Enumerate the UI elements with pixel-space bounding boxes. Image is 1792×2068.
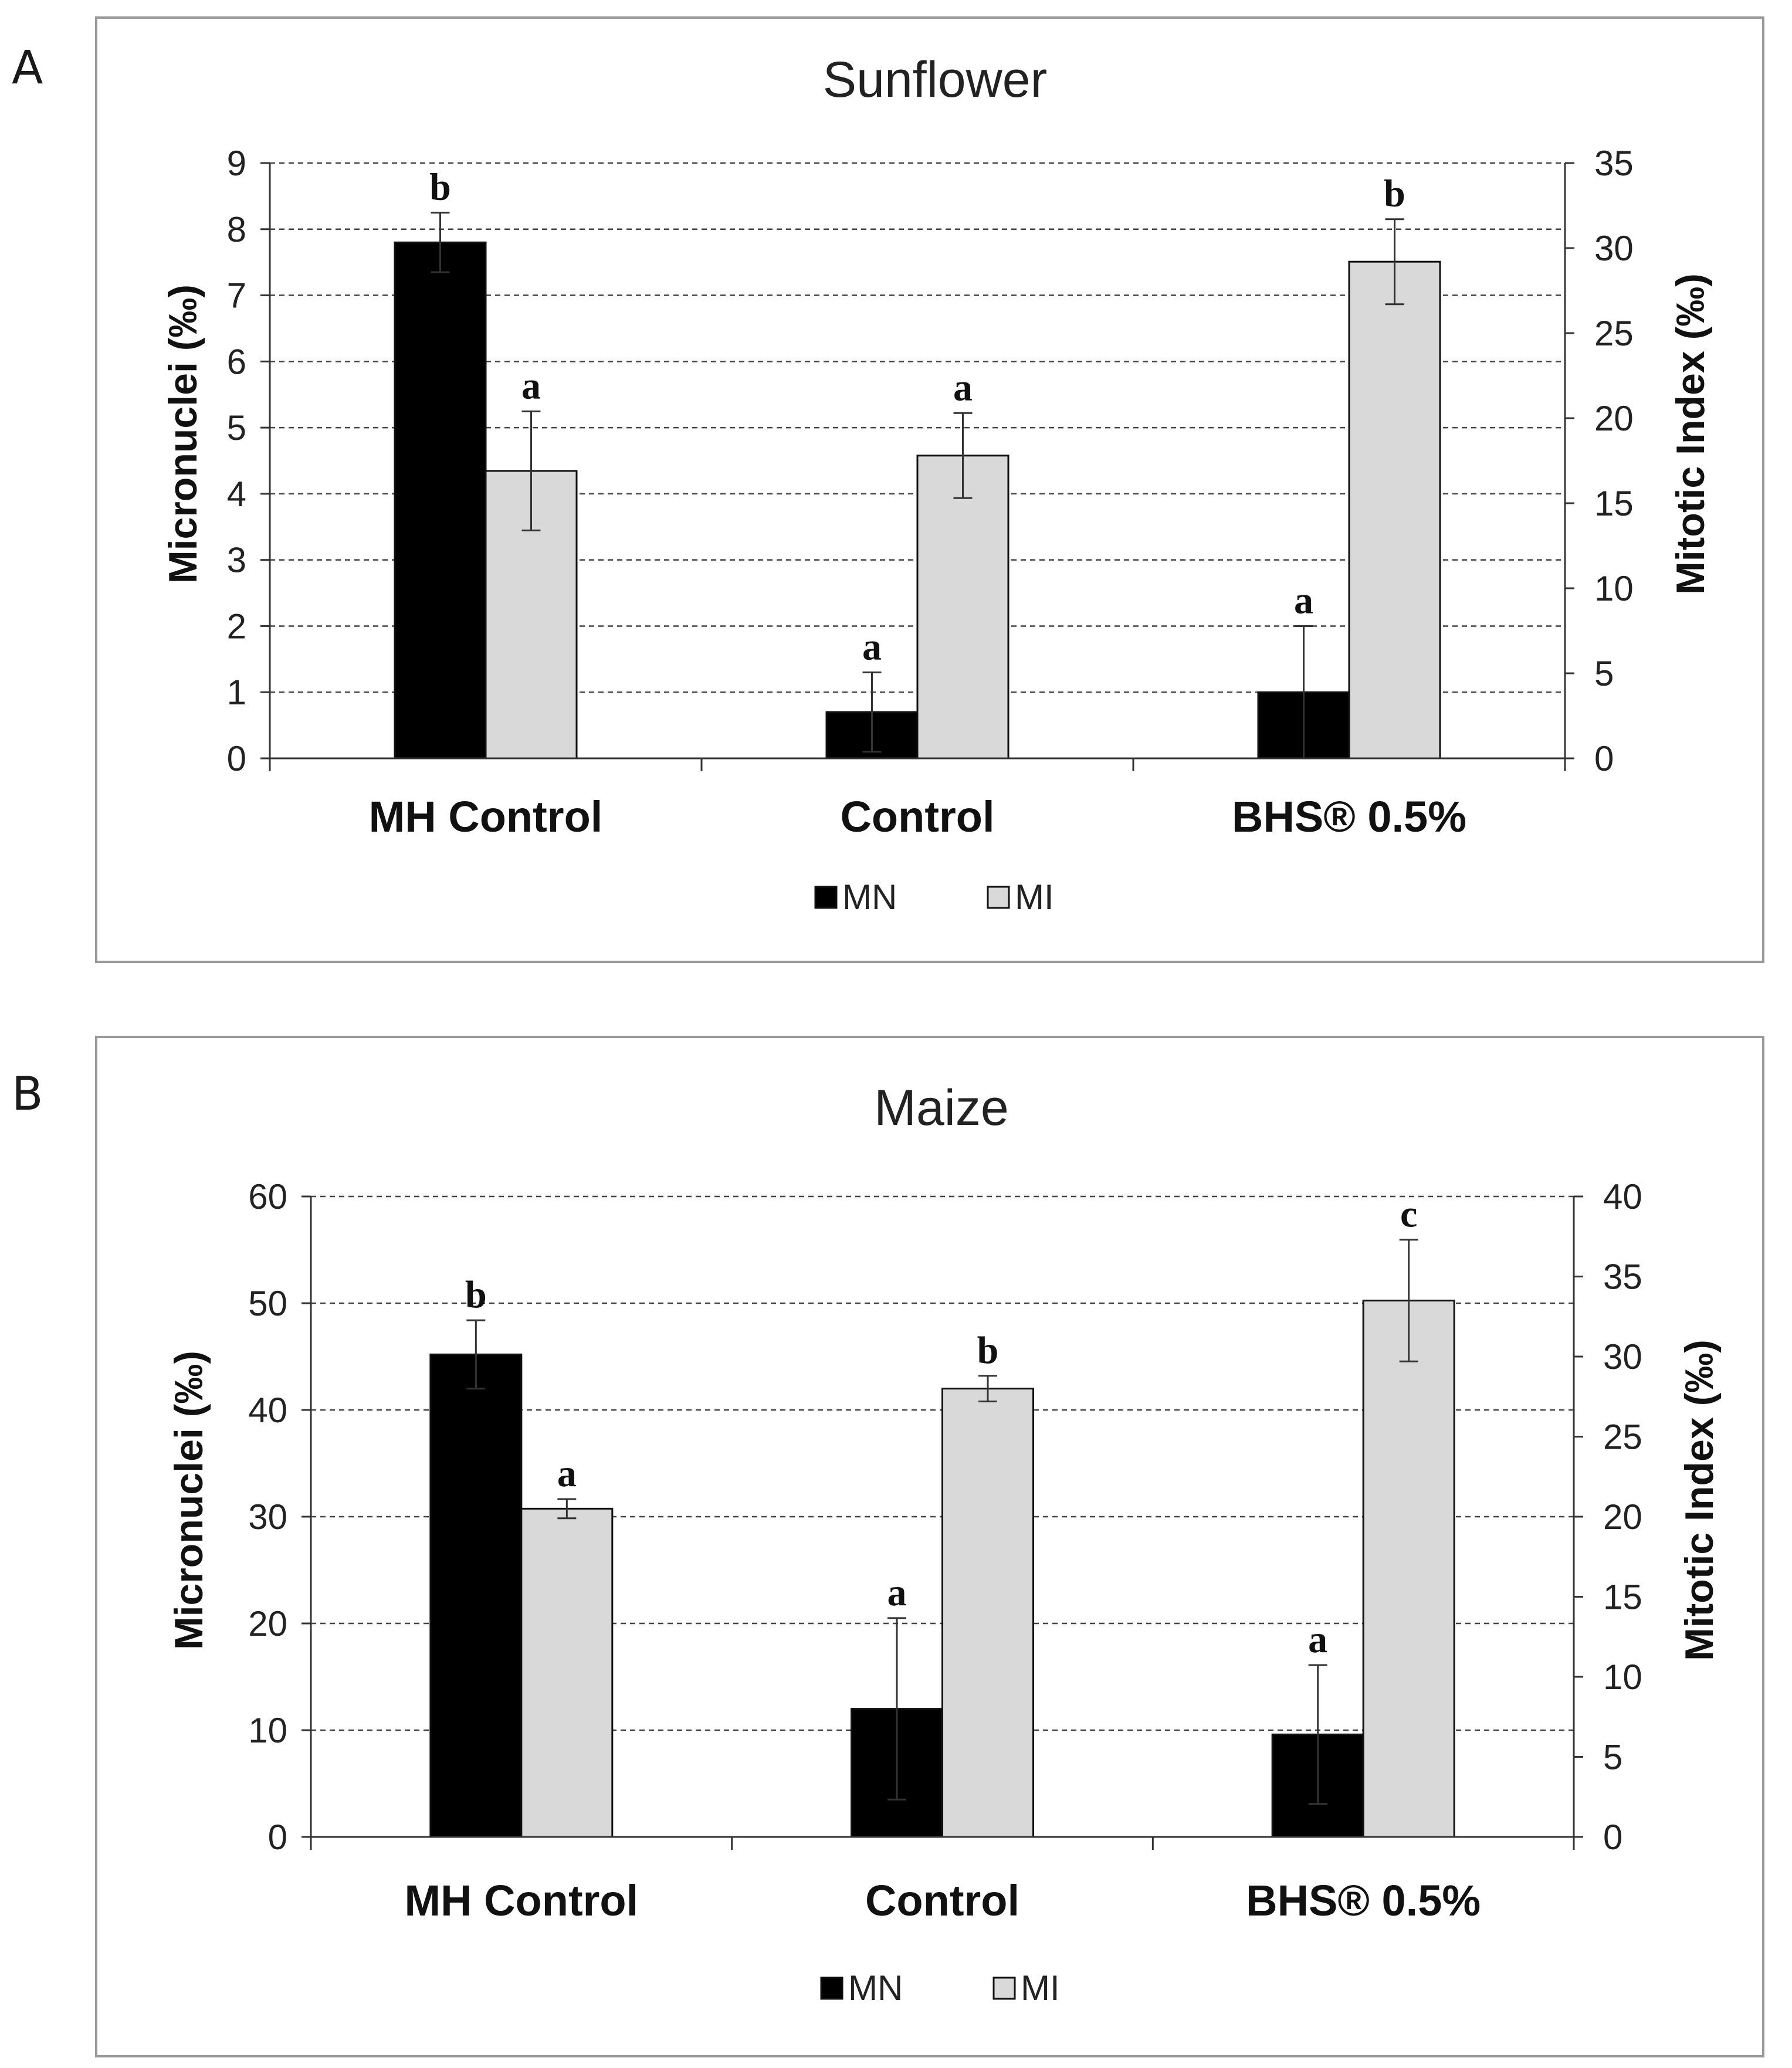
panel-a-legend-mn-label: MN	[842, 877, 897, 917]
significance-letter-mn: a	[1294, 579, 1313, 622]
category-label: BHS® 0.5%	[1232, 792, 1466, 841]
panel-a-right-tick-label: 0	[1594, 739, 1614, 778]
panel-b-left-tick-label: 30	[248, 1497, 287, 1537]
significance-letter-mi: c	[1400, 1193, 1417, 1236]
panel-a-bars: b a a a a b	[394, 166, 1441, 760]
panel-b-legend-mn-label: MN	[848, 1968, 903, 2008]
panel-b-left-tick-label: 60	[248, 1177, 287, 1216]
panel-a-title: Sunflower	[823, 52, 1047, 108]
panel-b-right-tick-label: 25	[1603, 1418, 1642, 1457]
panel-a-letter: A	[12, 42, 43, 94]
panel-b-right-tick-label: 10	[1603, 1657, 1642, 1697]
panel-b-legend-mi-swatch	[992, 1977, 1016, 2000]
significance-letter-mi: a	[953, 366, 973, 409]
panel-a-left-tick-label: 3	[227, 541, 246, 580]
panel-b-right-tick-label: 20	[1603, 1497, 1642, 1537]
panel-a-legend-mn-swatch	[814, 886, 838, 909]
panel-a-right-tick-label: 35	[1594, 144, 1634, 183]
panel-b-right-tick-label: 35	[1603, 1257, 1642, 1297]
significance-letter-mn: a	[887, 1571, 907, 1614]
significance-letter-mi: b	[1384, 172, 1405, 215]
panel-a-left-tick-label: 5	[227, 408, 246, 447]
panel-a-left-tick-label: 7	[227, 276, 246, 316]
panel-a-left-tick-label: 0	[227, 739, 246, 778]
significance-letter-mn: b	[465, 1273, 487, 1316]
panel-b-left-tick-label: 20	[248, 1604, 287, 1643]
panel-a-axes	[269, 163, 1566, 771]
panel-b-left-tick-label: 50	[248, 1284, 287, 1323]
panel-a-right-tick-label: 15	[1594, 484, 1634, 523]
significance-letter-mn: a	[1308, 1618, 1327, 1661]
panel-b-right-tick-label: 0	[1603, 1818, 1622, 1857]
panel-a-legend-mi-swatch	[987, 886, 1010, 909]
panel-b-right-tick-label: 40	[1603, 1177, 1642, 1216]
category-label: MH Control	[404, 1876, 638, 1925]
panel-a-right-tick-label: 20	[1594, 399, 1634, 438]
panel-b-frame	[95, 1036, 1764, 2057]
panel-a-right-tick-label: 5	[1594, 654, 1614, 693]
panel-b-left-tick-label: 0	[268, 1818, 287, 1857]
panel-b-legend: MN MI	[820, 1968, 1060, 2008]
significance-letter-mi: a	[557, 1452, 577, 1495]
panel-a-left-tick-label: 1	[227, 673, 246, 712]
panel-b-right-axis-label: Mitotic Index (‰)	[1677, 1340, 1722, 1661]
bar-mn	[394, 241, 487, 760]
panel-a-left-tick-label: 8	[227, 210, 246, 249]
panel-b-right-tick-label: 15	[1603, 1578, 1642, 1617]
panel-a-left-tick-label: 9	[227, 144, 246, 183]
bar-mi	[916, 455, 1010, 760]
bar-mi	[1348, 260, 1441, 760]
bar-mi	[520, 1507, 614, 1838]
panel-a-left-tick-label: 4	[227, 474, 246, 514]
panel-a-right-ticks: 0 5 10 15 20 25 30 35	[1565, 144, 1634, 778]
panel-b-letter: B	[12, 1068, 43, 1121]
panel-a-right-axis-label: Mitotic Index (‰)	[1668, 273, 1713, 595]
panel-a-left-tick-label: 6	[227, 342, 246, 381]
panel-a-legend: MN MI	[814, 877, 1054, 917]
category-label: MH Control	[369, 792, 603, 841]
bar-mi	[941, 1388, 1034, 1838]
panel-a-right-tick-label: 30	[1594, 229, 1634, 268]
panel-a-legend-mi-label: MI	[1015, 877, 1054, 917]
significance-letter-mn: a	[862, 625, 882, 668]
panel-a-category-labels: MH Control Control BHS® 0.5%	[369, 792, 1466, 841]
panel-b: B Maize b a a b a c 0 10 20 30 40 50 60 0 5 10 15 20 25 3…	[12, 1036, 1764, 2057]
panel-b-right-tick-label: 5	[1603, 1738, 1622, 1777]
panel-b-left-tick-label: 10	[248, 1711, 287, 1750]
category-label: BHS® 0.5%	[1246, 1876, 1481, 1925]
panel-a-frame	[95, 16, 1764, 963]
panel-a: A Sunflower b a a a a b 0 1 2 3 4 5 6 7 8 9 0 5 10 15 20 25…	[12, 16, 1764, 963]
panel-a-right-tick-label: 10	[1594, 569, 1634, 608]
panel-b-category-labels: MH Control Control BHS® 0.5%	[404, 1876, 1481, 1925]
panel-a-right-tick-label: 25	[1594, 314, 1634, 353]
category-label: Control	[840, 792, 994, 841]
panel-b-legend-mn-swatch	[820, 1977, 844, 2000]
significance-letter-mn: b	[429, 166, 451, 209]
panel-a-left-ticks: 0 1 2 3 4 5 6 7 8 9	[227, 144, 270, 778]
panel-b-left-ticks: 0 10 20 30 40 50 60	[248, 1177, 311, 1857]
significance-letter-mi: a	[521, 364, 541, 407]
panel-b-right-tick-label: 30	[1603, 1337, 1642, 1377]
panel-b-left-tick-label: 40	[248, 1391, 287, 1430]
panel-a-left-tick-label: 2	[227, 606, 246, 646]
bar-mi	[1362, 1299, 1455, 1838]
panel-a-left-axis-label: Micronuclei (‰)	[161, 284, 205, 584]
panel-b-right-ticks: 0 5 10 15 20 25 30 35 40	[1574, 1177, 1642, 1857]
panel-b-left-axis-label: Micronuclei (‰)	[167, 1351, 211, 1650]
panel-b-legend-mi-label: MI	[1021, 1968, 1060, 2008]
panel-b-bars: b a a b a c	[429, 1193, 1455, 1838]
significance-letter-mi: b	[977, 1329, 999, 1372]
category-label: Control	[865, 1876, 1019, 1925]
bar-mn	[429, 1353, 523, 1838]
panel-b-title: Maize	[874, 1080, 1008, 1136]
